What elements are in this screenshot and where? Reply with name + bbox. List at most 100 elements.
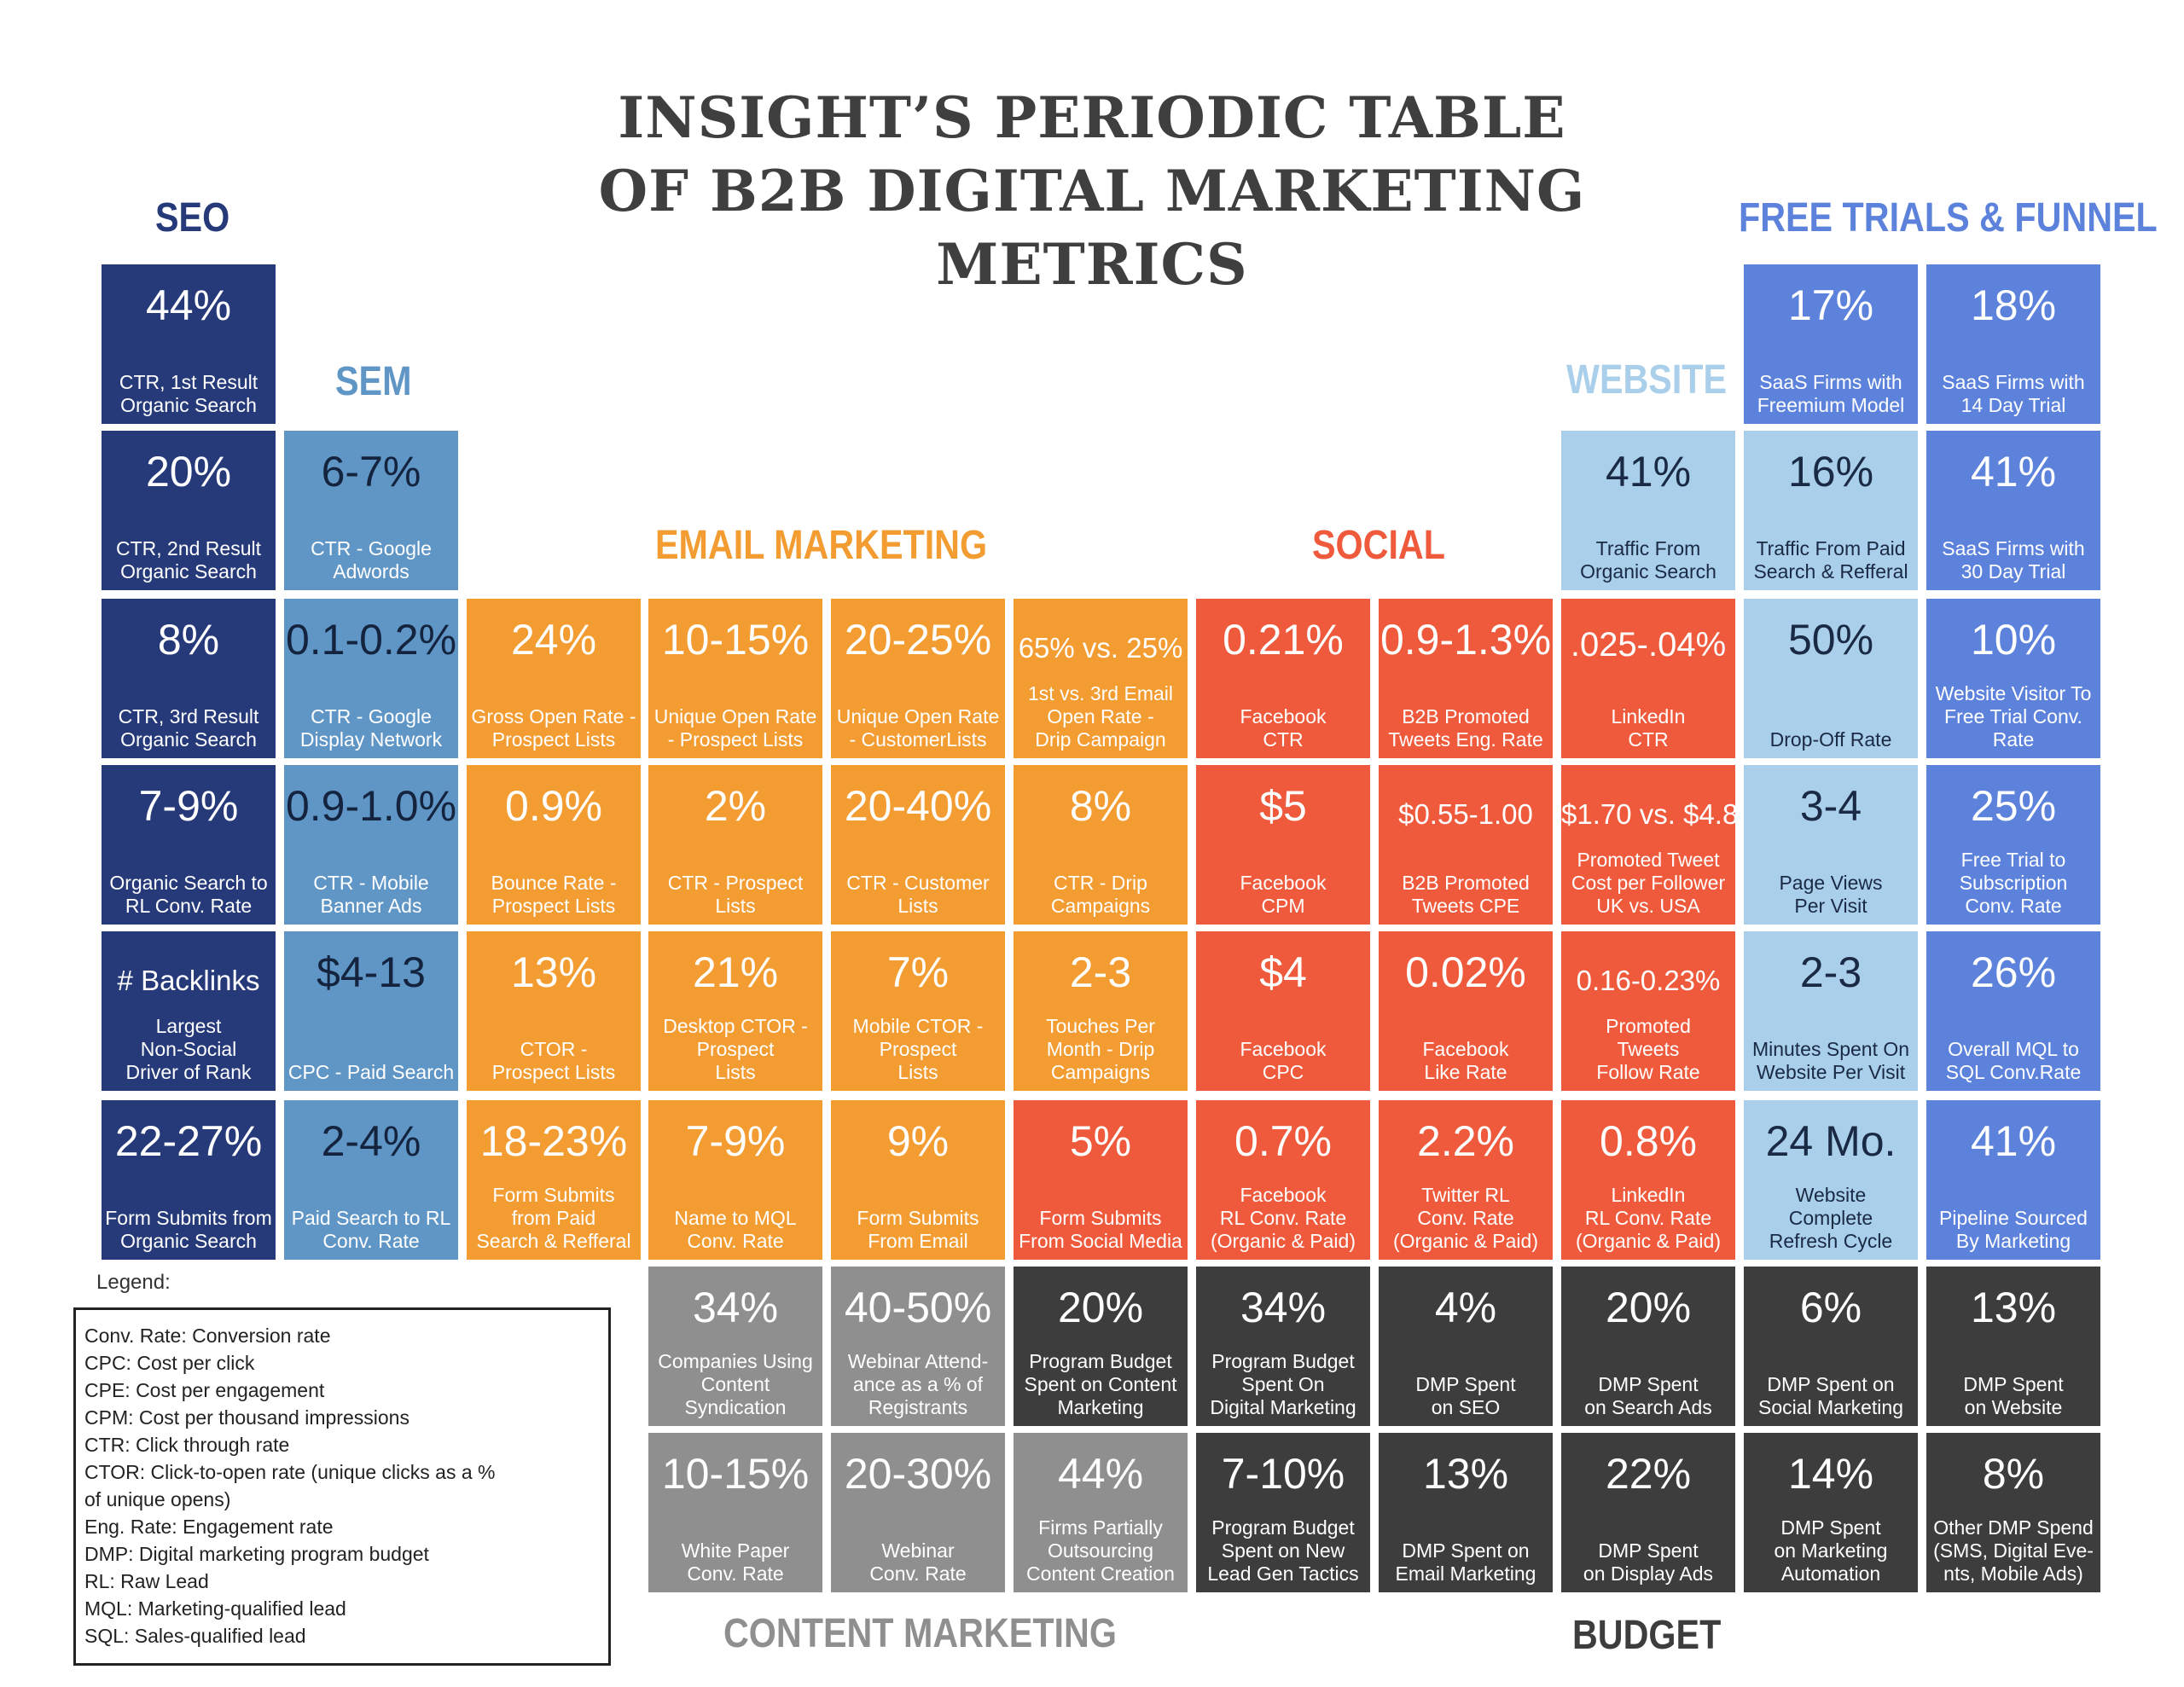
- metric-value: 50%: [1787, 616, 1874, 664]
- metric-value: .025-.04%: [1570, 626, 1727, 664]
- legend-item: DMP: Digital marketing program budget: [84, 1543, 429, 1565]
- metric-label: Program Budget Spent on Content Marketin…: [1024, 1350, 1177, 1418]
- legend-heading: Legend:: [96, 1271, 171, 1294]
- legend-item: CPE: Cost per engagement: [84, 1379, 325, 1401]
- metric-cell: 8% CTR - Drip Campaigns: [1014, 765, 1188, 925]
- metric-cell: 16% Traffic From Paid Search & Refferal: [1744, 431, 1918, 590]
- metric-label: Name to MQL Conv. Rate: [674, 1207, 797, 1252]
- metric-cell: 13% CTOR - Prospect Lists: [467, 931, 641, 1091]
- metric-value: 4%: [1434, 1284, 1497, 1331]
- metric-label: CTR, 1st Result Organic Search: [119, 371, 258, 416]
- metric-cell: 18-23% Form Submits from Paid Search & Re…: [467, 1100, 641, 1260]
- metric-cell: 0.9% Bounce Rate - Prospect Lists: [467, 765, 641, 925]
- metric-value: 41%: [1605, 448, 1692, 496]
- metric-value: 8%: [157, 616, 220, 664]
- metric-label: Facebook CTR: [1240, 705, 1327, 751]
- metric-label: SaaS Firms with Freemium Model: [1757, 371, 1905, 416]
- metric-label: CTR - Drip Campaigns: [1050, 872, 1151, 917]
- metric-label: Form Submits From Social Media: [1019, 1207, 1182, 1252]
- metric-value: 22-27%: [114, 1117, 263, 1165]
- metric-cell: $0.55-1.00 B2B Promoted Tweets CPE: [1379, 765, 1553, 925]
- metric-cell: 2-4% Paid Search to RL Conv. Rate: [284, 1100, 458, 1260]
- section-sem-heading: SEM: [335, 359, 412, 404]
- metric-label: Firms Partially Outsourcing Content Crea…: [1026, 1516, 1175, 1585]
- metric-label: Minutes Spent On Website Per Visit: [1751, 1038, 1910, 1083]
- metric-cell: 7-10% Program Budget Spent on New Lead Ge…: [1196, 1433, 1370, 1592]
- metric-cell: 50% Drop-Off Rate: [1744, 599, 1918, 758]
- metric-value: 20-30%: [844, 1450, 992, 1498]
- metric-cell: 34% Program Budget Spent On Digital Marke…: [1196, 1267, 1370, 1426]
- metric-cell: 20% DMP Spent on Search Ads: [1561, 1267, 1735, 1426]
- metric-value: 20%: [1057, 1284, 1144, 1331]
- metric-value: 16%: [1787, 448, 1874, 496]
- metric-value: 0.9-1.0%: [285, 782, 457, 830]
- legend-item: Eng. Rate: Engagement rate: [84, 1516, 334, 1538]
- metric-label: DMP Spent on Social Marketing: [1757, 1373, 1904, 1418]
- metric-cell: $4-13 CPC - Paid Search: [284, 931, 458, 1091]
- metric-value: 2-4%: [321, 1117, 421, 1165]
- metric-value: 41%: [1970, 1117, 2057, 1165]
- metric-label: White Paper Conv. Rate: [681, 1539, 790, 1585]
- metric-value: 0.1-0.2%: [285, 616, 457, 664]
- metric-label: CTOR - Prospect Lists: [491, 1038, 616, 1083]
- metric-label: LinkedIn CTR: [1611, 705, 1686, 751]
- legend-item: CPM: Cost per thousand impressions: [84, 1406, 410, 1429]
- metric-value: 20-25%: [844, 616, 992, 664]
- section-content-heading: CONTENT MARKETING: [723, 1611, 1117, 1656]
- metric-value: 20%: [1605, 1284, 1692, 1331]
- metric-label: DMP Spent on Email Marketing: [1395, 1539, 1536, 1585]
- section-social-heading: SOCIAL: [1312, 523, 1445, 568]
- metric-value: 10-15%: [661, 616, 810, 664]
- metric-value: 0.02%: [1405, 948, 1526, 996]
- section-email-heading: EMAIL MARKETING: [655, 523, 988, 568]
- metric-label: Other DMP Spend (SMS, Digital Eve- nts, …: [1933, 1516, 2094, 1585]
- metric-cell: 40-50% Webinar Attend- ance as a % of Reg…: [831, 1267, 1005, 1426]
- metric-value: 18-23%: [479, 1117, 628, 1165]
- metric-cell: 0.1-0.2% CTR - Google Display Network: [284, 599, 458, 758]
- metric-label: Paid Search to RL Conv. Rate: [291, 1207, 451, 1252]
- metric-label: Companies Using Content Syndication: [658, 1350, 813, 1418]
- metric-cell: 4% DMP Spent on SEO: [1379, 1267, 1553, 1426]
- metric-label: Facebook CPC: [1240, 1038, 1327, 1083]
- metric-label: Webinar Conv. Rate: [869, 1539, 967, 1585]
- metric-label: Desktop CTOR - Prospect Lists: [663, 1015, 808, 1083]
- metric-value: 40-50%: [844, 1284, 992, 1331]
- metric-value: 10%: [1970, 616, 2057, 664]
- metric-cell: 22% DMP Spent on Display Ads: [1561, 1433, 1735, 1592]
- metric-label: Program Budget Spent On Digital Marketin…: [1210, 1350, 1356, 1418]
- metric-cell: .025-.04% LinkedIn CTR: [1561, 599, 1735, 758]
- metric-value: 0.16-0.23%: [1576, 965, 1721, 996]
- metric-label: Website Visitor To Free Trial Conv. Rate: [1935, 682, 2092, 751]
- metric-cell: # Backlinks Largest Non-Social Driver of …: [102, 931, 276, 1091]
- metric-cell: 3-4 Page Views Per Visit: [1744, 765, 1918, 925]
- metric-cell: 41% Traffic From Organic Search: [1561, 431, 1735, 590]
- metric-cell: 44% CTR, 1st Result Organic Search: [102, 264, 276, 424]
- metric-cell: 8% CTR, 3rd Result Organic Search: [102, 599, 276, 758]
- metric-value: 7-10%: [1221, 1450, 1345, 1498]
- metric-cell: 44% Firms Partially Outsourcing Content C…: [1014, 1433, 1188, 1592]
- metric-label: Program Budget Spent on New Lead Gen Tac…: [1207, 1516, 1359, 1585]
- metric-label: DMP Spent on Website: [1963, 1373, 2064, 1418]
- metric-value: 5%: [1069, 1117, 1132, 1165]
- metric-cell: 7-9% Name to MQL Conv. Rate: [648, 1100, 822, 1260]
- metric-cell: 14% DMP Spent on Marketing Automation: [1744, 1433, 1918, 1592]
- metric-label: Touches Per Month - Drip Campaigns: [1046, 1015, 1155, 1083]
- metric-value: 2-3: [1069, 948, 1132, 996]
- metric-value: 9%: [886, 1117, 950, 1165]
- metric-value: 22%: [1605, 1450, 1692, 1498]
- metric-label: Form Submits from Organic Search: [105, 1207, 272, 1252]
- metric-label: CTR - Google Adwords: [311, 537, 432, 583]
- metric-cell: 0.8% LinkedIn RL Conv. Rate (Organic & Pa…: [1561, 1100, 1735, 1260]
- metric-cell: 10-15% Unique Open Rate - Prospect Lists: [648, 599, 822, 758]
- metric-value: 2%: [704, 782, 767, 830]
- metric-value: $4: [1259, 948, 1307, 996]
- legend-item: CTR: Click through rate: [84, 1434, 290, 1456]
- section-website-heading: WEBSITE: [1566, 357, 1728, 403]
- metric-label: B2B Promoted Tweets Eng. Rate: [1388, 705, 1543, 751]
- metric-cell: 2-3 Touches Per Month - Drip Campaigns: [1014, 931, 1188, 1091]
- metric-cell: 18% SaaS Firms with 14 Day Trial: [1926, 264, 2100, 424]
- metric-cell: 2-3 Minutes Spent On Website Per Visit: [1744, 931, 1918, 1091]
- metric-label: CPC - Paid Search: [288, 1061, 455, 1083]
- metric-value: 34%: [1240, 1284, 1327, 1331]
- metric-cell: 24 Mo. Website Complete Refresh Cycle: [1744, 1100, 1918, 1260]
